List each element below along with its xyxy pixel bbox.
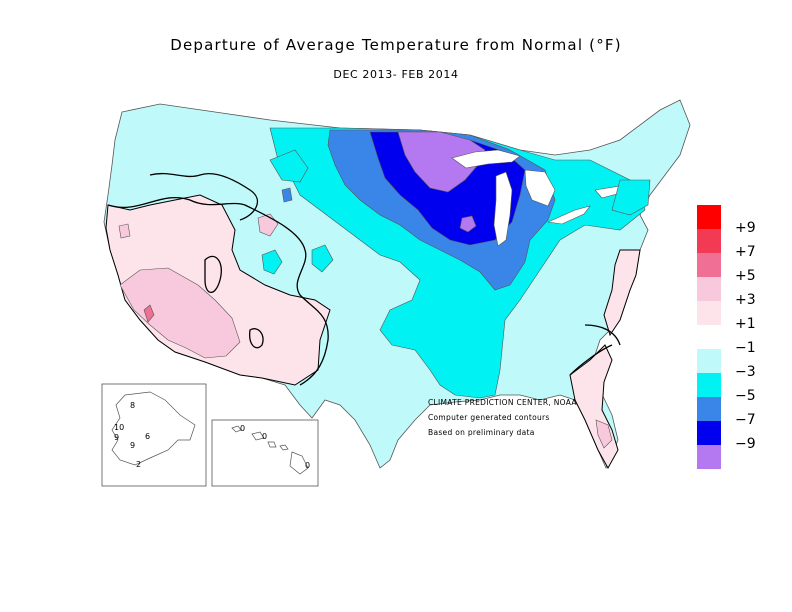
legend-swatch-3-5-cool [697,373,721,397]
legend-label-plus7: +7 [735,244,756,260]
idaho-cool-spot [281,187,293,203]
lake-superior [451,149,521,169]
legend-label-plus5: +5 [735,268,756,284]
wisconsin-below-minus9-spot [459,215,477,233]
legend-swatch-9plus-cool [697,445,721,469]
east-coast-warm-region [603,249,641,337]
legend-swatch-neutral [697,325,721,349]
legend-swatch-1-3-cool [697,349,721,373]
credit-method: Computer generated contours [428,413,550,422]
legend-label-minus1: −1 [735,340,756,356]
credit-data-note: Based on preliminary data [428,428,535,437]
legend-label-minus9: −9 [735,436,756,452]
oregon-warm-spot [118,223,131,239]
legend-swatch-1-3-warm [697,301,721,325]
northwest-cool-region [269,149,309,183]
alaska-label-2: 2 [136,460,142,469]
alaska-label-10: 10 [114,423,125,432]
hawaii-label-0c: 0 [305,461,311,470]
utah-cool-spot [261,249,283,275]
hawaii-islands [231,425,309,475]
lake-erie [546,205,591,225]
credit-agency: CLIMATE PREDICTION CENTER, NOAA [428,398,577,407]
alaska-outline [111,391,196,466]
california-warm-region [119,267,241,359]
temperature-legend: +9 +7 +5 +3 +1 −1 −3 −5 −7 −9 [697,205,767,469]
alaska-inset [101,383,207,487]
legend-swatch-5-7-cool [697,397,721,421]
legend-label-plus9: +9 [735,220,756,236]
legend-swatch-7-9-warm [697,229,721,253]
new-england-cool-region [611,179,651,216]
west-warm-region [105,194,331,386]
legend-label-plus1: +1 [735,316,756,332]
legend-swatch-5-7-warm [697,253,721,277]
legend-label-plus3: +3 [735,292,756,308]
legend-swatch-7-9-cool [697,421,721,445]
southern-california-plus5 [143,304,155,323]
colorado-cool-spot [311,244,334,273]
lake-huron [524,169,556,207]
alaska-label-9b: 9 [130,441,136,450]
hawaii-label-0b: 0 [262,432,268,441]
hawaii-inset [211,419,319,487]
alaska-label-6: 6 [145,432,151,441]
legend-label-minus5: −5 [735,388,756,404]
florida-plus3-region [595,419,613,449]
legend-swatch-3-5-warm [697,277,721,301]
northern-minnesota-below-minus9 [397,131,486,193]
map-subtitle: DEC 2013- FEB 2014 [333,68,459,81]
zero-contour-lines [107,172,621,386]
map-title: Departure of Average Temperature from No… [170,36,622,54]
legend-swatch-9plus-warm [697,205,721,229]
alaska-label-8: 8 [130,401,136,410]
hawaii-label-0a: 0 [240,424,246,433]
lake-michigan [493,171,513,247]
alaska-label-9a: 9 [114,433,120,442]
legend-label-minus7: −7 [735,412,756,428]
legend-label-minus3: −3 [735,364,756,380]
